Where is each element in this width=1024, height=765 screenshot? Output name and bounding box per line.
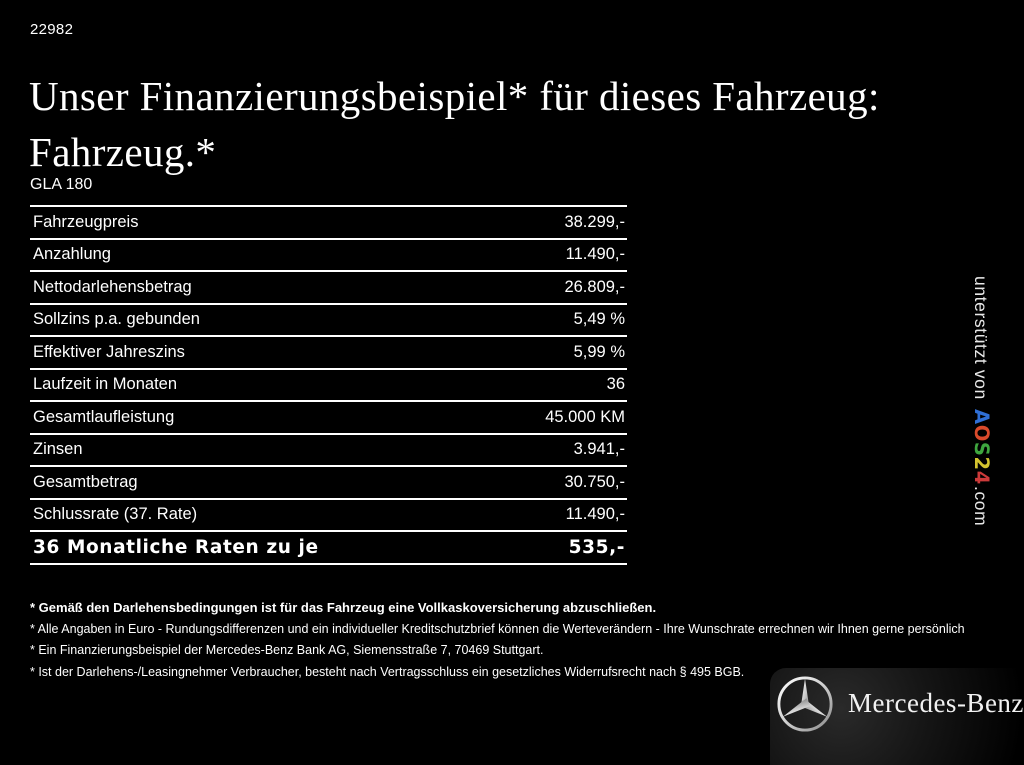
row-value: 11.490,- — [565, 505, 625, 524]
footnote: * Gemäß den Darlehensbedingungen ist für… — [30, 600, 657, 615]
page-title-line1: Unser Finanzierungsbeispiel* für dieses … — [29, 73, 880, 119]
row-label: Effektiver Jahreszins — [33, 342, 185, 361]
row-value: 45.000 KM — [545, 407, 625, 426]
brand-letter: O — [970, 424, 993, 442]
table-row: Sollzins p.a. gebunden 5,49 % — [30, 302, 627, 336]
brand-letter: 2 — [970, 456, 993, 471]
brand-letter: A — [970, 408, 993, 425]
table-row: Schlussrate (37. Rate) 11.490,- — [30, 497, 627, 531]
table-row: Laufzeit in Monaten 36 — [30, 367, 627, 401]
row-value: 535,- — [568, 536, 625, 558]
row-value: 36 — [606, 375, 625, 394]
row-value: 30.750,- — [564, 472, 625, 491]
page-title-line2: Fahrzeug.* — [29, 129, 217, 175]
row-label: Sollzins p.a. gebunden — [33, 310, 200, 329]
support-banner: unterstützt von AOS24.com — [970, 276, 993, 526]
support-prefix: unterstützt von — [971, 276, 991, 400]
row-value: 26.809,- — [564, 277, 625, 296]
table-row: Gesamtlaufleistung 45.000 KM — [30, 400, 627, 433]
footnote: * Ein Finanzierungsbeispiel der Mercedes… — [30, 643, 544, 657]
row-value: 5,99 % — [573, 342, 625, 361]
table-row: Fahrzeugpreis 38.299,- — [30, 205, 627, 238]
footnote: * Alle Angaben in Euro - Rundungsdiffere… — [30, 621, 965, 636]
row-value: 38.299,- — [564, 212, 625, 231]
mercedes-wordmark: Mercedes-Benz — [848, 687, 1024, 718]
table-row: Anzahlung 11.490,- — [30, 237, 627, 271]
row-label: 36 Monatliche Raten zu je — [33, 536, 319, 558]
row-value: 3.941,- — [573, 440, 625, 459]
page-title: Unser Finanzierungsbeispiel* für dieses … — [29, 68, 880, 180]
row-value: 11.490,- — [565, 245, 625, 264]
footnote: * Ist der Darlehens-/Leasingnehmer Verbr… — [30, 664, 745, 679]
row-label: Gesamtlaufleistung — [33, 407, 175, 426]
table-row: Zinsen 3.941,- — [30, 432, 627, 466]
brand-letter: 4 — [970, 470, 993, 485]
vehicle-model: GLA 180 — [30, 176, 93, 193]
page-code: 22982 — [30, 21, 74, 38]
row-label: Schlussrate (37. Rate) — [33, 505, 198, 524]
row-label: Fahrzeugpreis — [33, 212, 139, 231]
monthly-rate-row: 36 Monatliche Raten zu je 535,- — [30, 530, 627, 563]
mercedes-panel: Mercedes-Benz — [770, 668, 1024, 765]
mercedes-star-icon — [777, 676, 833, 732]
footnotes: * Gemäß den Darlehensbedingungen ist für… — [30, 597, 1010, 683]
table-row: Gesamtbetrag 30.750,- — [30, 465, 627, 498]
row-label: Laufzeit in Monaten — [33, 375, 178, 394]
table-row: Effektiver Jahreszins 5,99 % — [30, 335, 627, 368]
brand-domain-suffix: .com — [971, 485, 991, 527]
table-row: Nettodarlehensbetrag 26.809,- — [30, 270, 627, 303]
row-label: Anzahlung — [33, 245, 111, 264]
brand-letter: S — [970, 441, 993, 457]
row-value: 5,49 % — [573, 310, 625, 329]
row-label: Nettodarlehensbetrag — [33, 277, 192, 296]
row-label: Zinsen — [33, 440, 83, 459]
financing-table: Fahrzeugpreis 38.299,- Anzahlung 11.490,… — [30, 205, 627, 565]
aos24-brand: AOS24 — [970, 408, 993, 485]
row-label: Gesamtbetrag — [33, 472, 138, 491]
